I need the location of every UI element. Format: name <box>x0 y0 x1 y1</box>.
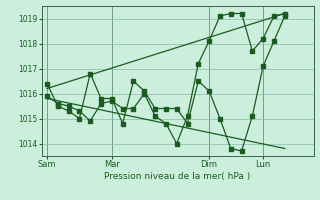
X-axis label: Pression niveau de la mer( hPa ): Pression niveau de la mer( hPa ) <box>104 172 251 181</box>
